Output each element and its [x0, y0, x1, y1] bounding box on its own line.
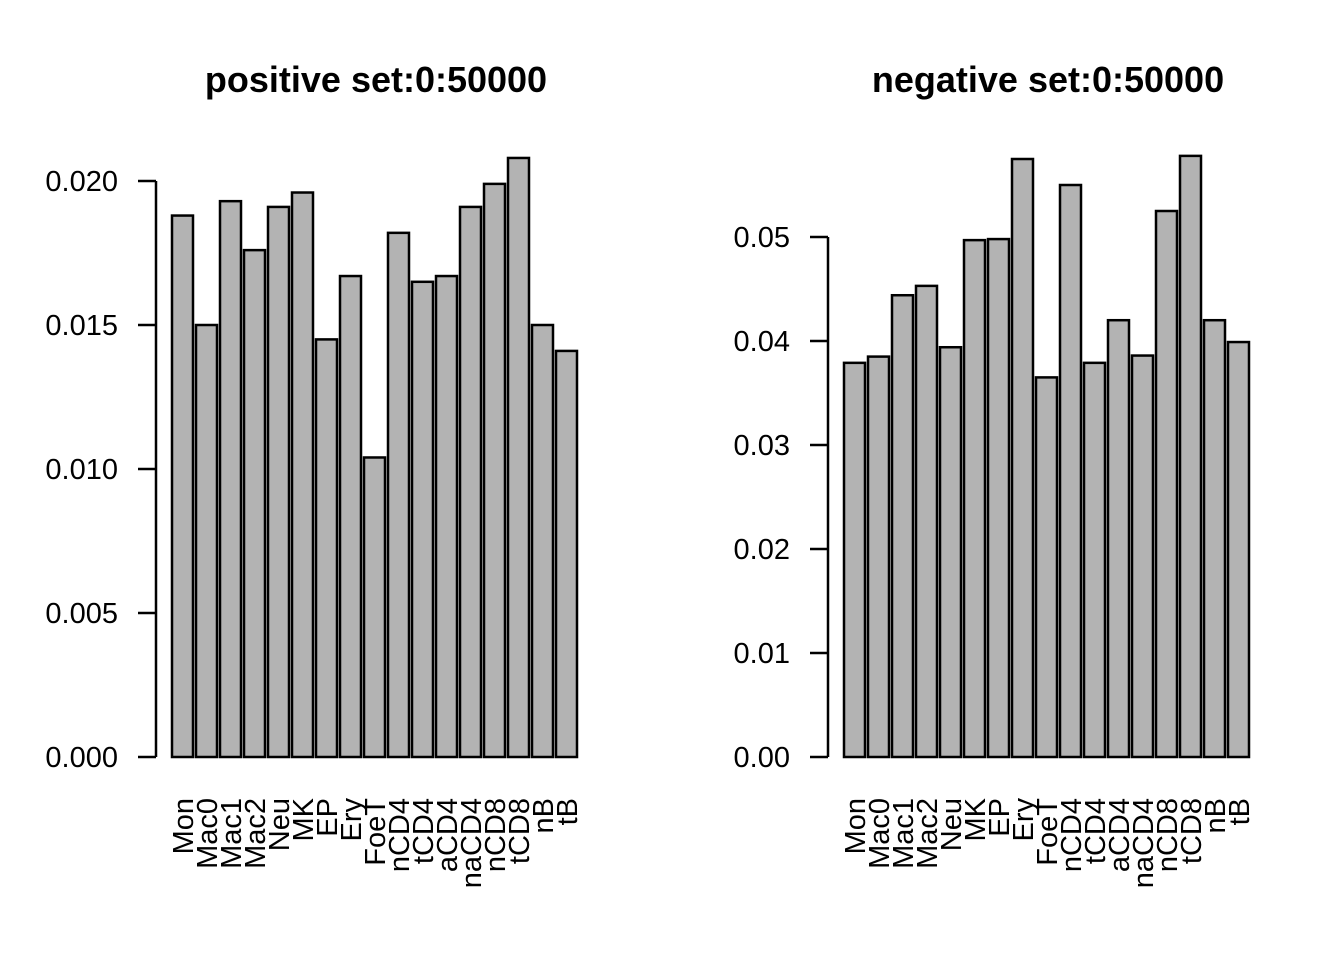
- x-tick-label-Ery: Ery: [1008, 798, 1040, 842]
- x-tick-label-MK: MK: [960, 797, 992, 841]
- x-tick-label-nB: nB: [1200, 798, 1232, 833]
- x-tick-label-EP: EP: [312, 798, 344, 837]
- x-tick-label-tCD4: tCD4: [1080, 798, 1112, 864]
- bar-tCD4: [410, 280, 435, 759]
- bar-aCD4: [434, 274, 459, 759]
- y-tick-label: 0.00: [734, 742, 790, 774]
- negative-chart-canvas: 0.00 0.01 0.02 0.03 0.04 0.05 MonMac0Mac1Mac2N…: [734, 154, 1256, 888]
- bar-Mac0: [866, 355, 891, 759]
- x-tick-label-nCD4: nCD4: [1056, 798, 1088, 872]
- x-tick-label-FoeT: FoeT: [1032, 798, 1064, 866]
- bar-tB: [1226, 340, 1251, 759]
- x-tick-label-Mac0: Mac0: [864, 798, 896, 869]
- x-tick-label-tB: tB: [1224, 798, 1256, 825]
- negative-chart-panel: negative set:0:50000 0.00 0.01 0.02 0.03 0.0…: [672, 0, 1344, 960]
- bar-Mac1: [218, 199, 243, 759]
- positive-chart-canvas: 0.000 0.005 0.010 0.015 0.020 MonMac0Mac1Mac2…: [45, 156, 584, 888]
- x-tick-label-tCD8: tCD8: [504, 798, 536, 864]
- x-tick-label-Mac1: Mac1: [216, 798, 248, 869]
- x-tick-label-naCD4: naCD4: [1128, 798, 1160, 888]
- bar-naCD4: [458, 205, 483, 759]
- x-tick-label-Mac2: Mac2: [912, 798, 944, 869]
- bar-tCD4: [1082, 361, 1107, 759]
- bar-Neu: [266, 205, 291, 759]
- y-tick-label: 0.000: [45, 742, 118, 774]
- x-tick-label-Mon: Mon: [168, 798, 200, 854]
- bar-Ery: [1010, 157, 1035, 759]
- y-tick-label: 0.005: [45, 598, 118, 630]
- positive-chart-panel: positive set:0:50000 0.000 0.005 0.010 0.01…: [45, 59, 584, 889]
- positive-chart-title: positive set:0:50000: [204, 59, 548, 100]
- bar-tCD8: [506, 156, 531, 759]
- x-tick-label-naCD4: naCD4: [456, 798, 488, 888]
- x-tick-label-nB: nB: [528, 798, 560, 833]
- bar-naCD4: [1130, 354, 1155, 759]
- bar-tCD8: [1178, 154, 1203, 759]
- x-tick-label-nCD4: nCD4: [384, 798, 416, 872]
- bar-Ery: [338, 274, 363, 759]
- bar-Mac0: [194, 323, 219, 759]
- bar-Mon: [842, 361, 867, 759]
- x-tick-label-aCD4: aCD4: [432, 798, 464, 872]
- x-tick-label-nCD8: nCD8: [480, 798, 512, 872]
- x-tick-label-FoeT: FoeT: [360, 798, 392, 866]
- x-tick-label-EP: EP: [984, 798, 1016, 837]
- x-tick-label-Mon: Mon: [840, 798, 872, 854]
- x-tick-label-Ery: Ery: [336, 798, 368, 842]
- bar-FoeT: [362, 456, 387, 759]
- y-tick-label: 0.015: [45, 310, 118, 342]
- bar-nB: [530, 323, 555, 759]
- y-tick-label: 0.010: [45, 454, 118, 486]
- negative-chart-title: negative set:0:50000: [871, 59, 1225, 100]
- x-tick-label-Neu: Neu: [936, 798, 968, 851]
- x-tick-label-Mac2: Mac2: [240, 798, 272, 869]
- bar-nCD4: [1058, 183, 1083, 759]
- bar-nCD8: [482, 182, 507, 759]
- x-tick-label-tB: tB: [552, 798, 584, 825]
- bar-MK: [290, 191, 315, 759]
- y-tick-label: 0.03: [734, 430, 790, 462]
- x-tick-label-tCD8: tCD8: [1176, 798, 1208, 864]
- y-tick-label: 0.01: [734, 638, 790, 670]
- x-tick-label-Neu: Neu: [264, 798, 296, 851]
- y-tick-label: 0.05: [734, 222, 790, 254]
- bar-Mac2: [242, 248, 267, 759]
- y-tick-label: 0.04: [734, 326, 790, 358]
- bar-nB: [1202, 318, 1227, 759]
- bar-Mac1: [890, 293, 915, 759]
- bar-aCD4: [1106, 318, 1131, 759]
- y-tick-label: 0.02: [734, 534, 790, 566]
- bar-MK: [962, 238, 987, 759]
- bar-nCD4: [386, 231, 411, 759]
- y-tick-label: 0.020: [45, 166, 118, 198]
- x-tick-label-nCD8: nCD8: [1152, 798, 1184, 872]
- bar-EP: [314, 338, 339, 759]
- bar-nCD8: [1154, 209, 1179, 759]
- bar-EP: [986, 237, 1011, 759]
- x-tick-label-Mac1: Mac1: [888, 798, 920, 869]
- bar-Mon: [170, 214, 195, 759]
- x-tick-label-tCD4: tCD4: [408, 798, 440, 864]
- bar-FoeT: [1034, 376, 1059, 759]
- bar-Mac2: [914, 284, 939, 759]
- bar-tB: [554, 349, 579, 759]
- x-tick-label-Mac0: Mac0: [192, 798, 224, 869]
- x-tick-label-MK: MK: [288, 797, 320, 841]
- bar-Neu: [938, 345, 963, 759]
- x-tick-label-aCD4: aCD4: [1104, 798, 1136, 872]
